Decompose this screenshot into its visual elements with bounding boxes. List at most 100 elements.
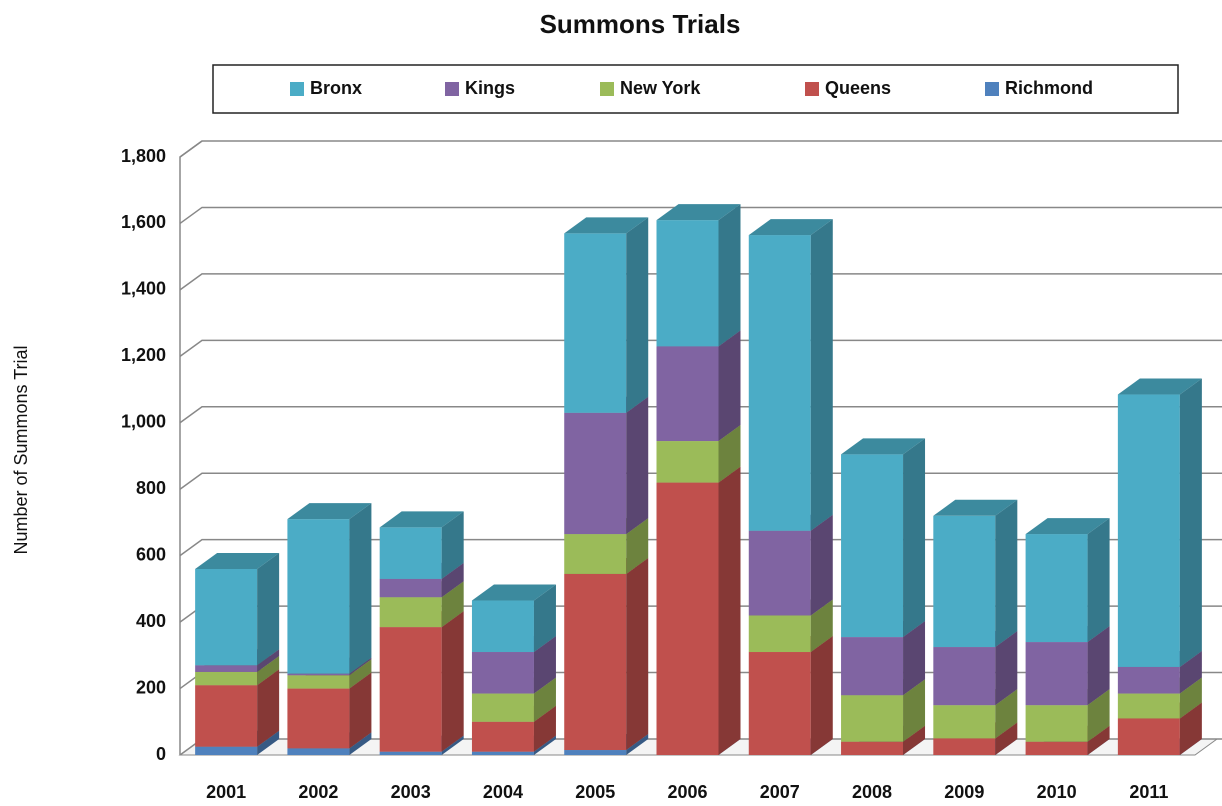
bar-front (195, 685, 258, 747)
grid-line (179, 273, 1222, 291)
bar-side (626, 734, 649, 755)
bar-side (1179, 378, 1202, 667)
y-tick-label: 1,400 (121, 279, 166, 299)
bar-side (257, 649, 280, 672)
bar-side (1087, 626, 1110, 706)
bar-segment (379, 511, 464, 579)
bar-front (748, 652, 811, 755)
bar-side (626, 557, 649, 751)
bar-side (1087, 518, 1110, 643)
x-tick-label: 2010 (1037, 782, 1077, 802)
bar-segment (1117, 702, 1202, 755)
x-tick-label: 2006 (667, 782, 707, 802)
bar-front (656, 441, 719, 483)
bar-front (1117, 666, 1180, 694)
bar-side (349, 659, 372, 689)
bar-side (349, 503, 372, 674)
bar-front (841, 695, 904, 742)
legend-box (212, 64, 1179, 114)
bar-top (564, 217, 649, 234)
bar-front (564, 233, 627, 413)
bar-front (841, 454, 904, 638)
bar-top (841, 438, 926, 455)
x-tick-label: 2011 (1129, 782, 1168, 802)
y-tick-label: 1,200 (121, 345, 166, 365)
bar-side (441, 511, 464, 579)
bar-top (656, 204, 741, 221)
bar-segment (933, 631, 1018, 706)
y-tick-label: 400 (136, 611, 166, 631)
x-tick-label: 2007 (760, 782, 800, 802)
bar-segment (933, 499, 1018, 648)
x-tick-label: 2005 (575, 782, 615, 802)
bar-top (748, 219, 833, 236)
y-tick-label: 1,600 (121, 212, 166, 232)
bar-front (379, 578, 442, 598)
grid-line (179, 339, 1222, 357)
grid-line (179, 206, 1222, 225)
bar-segment (564, 557, 649, 751)
bar-front (841, 741, 904, 755)
bar-front (195, 671, 258, 686)
bar-side (257, 730, 280, 755)
bar-front (379, 751, 442, 755)
bar-side (1087, 725, 1110, 755)
bar-front (379, 627, 442, 752)
bar-segment (656, 466, 741, 755)
legend-label: Kings (465, 78, 515, 98)
bar-segment (656, 204, 741, 347)
bar-side (995, 499, 1018, 648)
bar-front (471, 600, 534, 653)
bar-side (1179, 677, 1202, 719)
y-tick-label: 600 (136, 544, 166, 564)
bar-side (533, 705, 556, 752)
bar-top (471, 584, 556, 601)
legend-swatch (805, 82, 819, 96)
bar-side (533, 677, 556, 722)
bar-side (810, 599, 833, 653)
bar-side (626, 217, 649, 413)
bar-side (533, 584, 556, 653)
bar-side (903, 621, 926, 696)
bar-top (1117, 378, 1202, 395)
legend-label: Richmond (1005, 78, 1093, 98)
bar-top (379, 511, 464, 528)
bar-side (533, 636, 556, 694)
bar-side (257, 655, 280, 686)
bar-segment (748, 636, 833, 755)
x-tick-label: 2004 (483, 782, 523, 802)
bar-front (656, 482, 719, 755)
x-tick-label: 2008 (852, 782, 892, 802)
bar-side (626, 518, 649, 574)
bar-segment (287, 503, 372, 674)
bar-top (195, 552, 280, 569)
bar-side (995, 631, 1018, 706)
bar-front (1025, 705, 1088, 742)
legend-label: New York (620, 78, 701, 98)
bar-front (841, 637, 904, 696)
bar-side (718, 425, 741, 483)
grid-line (179, 140, 1222, 158)
legend-label: Bronx (310, 78, 362, 98)
bar-segment (195, 552, 280, 666)
bar-segment (841, 438, 926, 638)
bar-front (748, 530, 811, 616)
grid-line (179, 406, 1222, 424)
bar-segment (379, 611, 464, 752)
bar-front (1025, 534, 1088, 643)
bar-side (349, 657, 372, 676)
bar-side (810, 219, 833, 531)
bar-front (379, 527, 442, 579)
legend-swatch (600, 82, 614, 96)
legend-label: Queens (825, 78, 891, 98)
bar-front (287, 675, 350, 689)
bar-side (995, 689, 1018, 739)
legend-swatch (445, 82, 459, 96)
bar-front (748, 615, 811, 653)
bar-side (1179, 702, 1202, 755)
bar-side (257, 552, 280, 666)
bar-front (1025, 741, 1088, 755)
bar-front (195, 568, 258, 666)
y-tick-label: 1,000 (121, 412, 166, 432)
